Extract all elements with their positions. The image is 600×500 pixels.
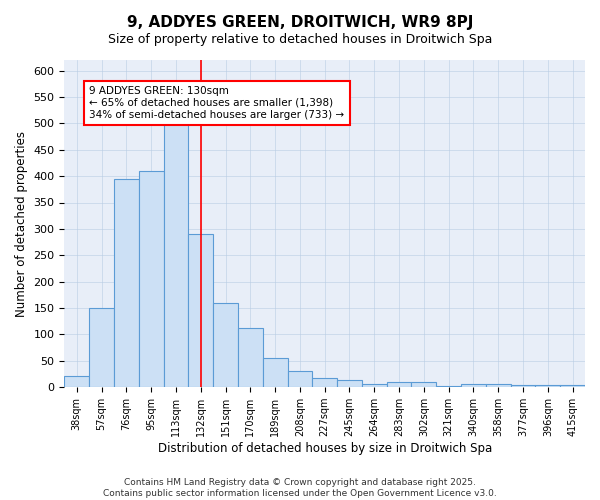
Bar xyxy=(238,328,263,387)
Text: 9 ADDYES GREEN: 130sqm
← 65% of detached houses are smaller (1,398)
34% of semi-: 9 ADDYES GREEN: 130sqm ← 65% of detached… xyxy=(89,86,344,120)
Bar xyxy=(461,384,486,387)
Bar xyxy=(64,376,89,387)
Text: Size of property relative to detached houses in Droitwich Spa: Size of property relative to detached ho… xyxy=(108,32,492,46)
Bar xyxy=(535,385,560,387)
Bar xyxy=(114,179,139,387)
Bar xyxy=(511,384,535,387)
Bar xyxy=(164,118,188,387)
Y-axis label: Number of detached properties: Number of detached properties xyxy=(15,130,28,316)
Bar xyxy=(386,382,412,387)
Bar xyxy=(412,382,436,387)
Bar xyxy=(287,372,313,387)
Text: 9, ADDYES GREEN, DROITWICH, WR9 8PJ: 9, ADDYES GREEN, DROITWICH, WR9 8PJ xyxy=(127,15,473,30)
Bar xyxy=(337,380,362,387)
Bar xyxy=(263,358,287,387)
Bar xyxy=(486,384,511,387)
Text: Contains HM Land Registry data © Crown copyright and database right 2025.
Contai: Contains HM Land Registry data © Crown c… xyxy=(103,478,497,498)
Bar xyxy=(213,303,238,387)
Bar xyxy=(313,378,337,387)
X-axis label: Distribution of detached houses by size in Droitwich Spa: Distribution of detached houses by size … xyxy=(158,442,492,455)
Bar xyxy=(139,171,164,387)
Bar xyxy=(89,308,114,387)
Bar xyxy=(436,386,461,387)
Bar xyxy=(188,234,213,387)
Bar xyxy=(362,384,386,387)
Bar xyxy=(560,385,585,387)
